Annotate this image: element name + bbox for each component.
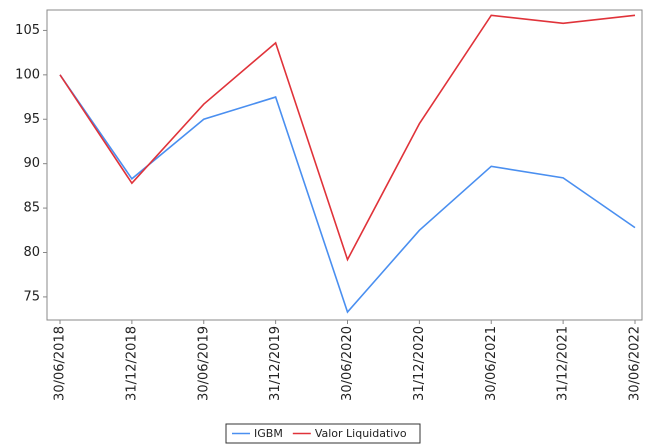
legend-box (225, 423, 421, 444)
legend: IGBM Valor Liquidativo (225, 423, 421, 444)
y-tick-label: 95 (23, 112, 40, 127)
line-series (59, 14, 636, 262)
y-tick-label: 85 (23, 201, 40, 216)
line-series (59, 74, 636, 314)
y-tick-label: 100 (15, 67, 40, 82)
x-tick-label: 30/06/2020 (340, 326, 355, 401)
x-tick-label: 30/06/2022 (628, 326, 643, 401)
y-tick-label: 80 (23, 245, 40, 260)
legend-label: Valor Liquidativo (315, 427, 407, 440)
x-tick-label: 31/12/2019 (268, 326, 283, 401)
x-tick-label: 30/06/2018 (53, 326, 68, 401)
x-tick-label: 30/06/2021 (484, 326, 499, 401)
y-tick-label: 105 (15, 23, 40, 38)
x-tick-label: 31/12/2018 (124, 326, 139, 401)
x-tick-label: 31/12/2020 (412, 326, 427, 401)
y-tick-label: 90 (23, 156, 40, 171)
x-tick-label: 30/06/2019 (196, 326, 211, 401)
x-tick-label: 31/12/2021 (556, 326, 571, 401)
legend-label: IGBM (254, 427, 283, 440)
plot-area (46, 9, 643, 321)
y-tick-label: 75 (23, 289, 40, 304)
